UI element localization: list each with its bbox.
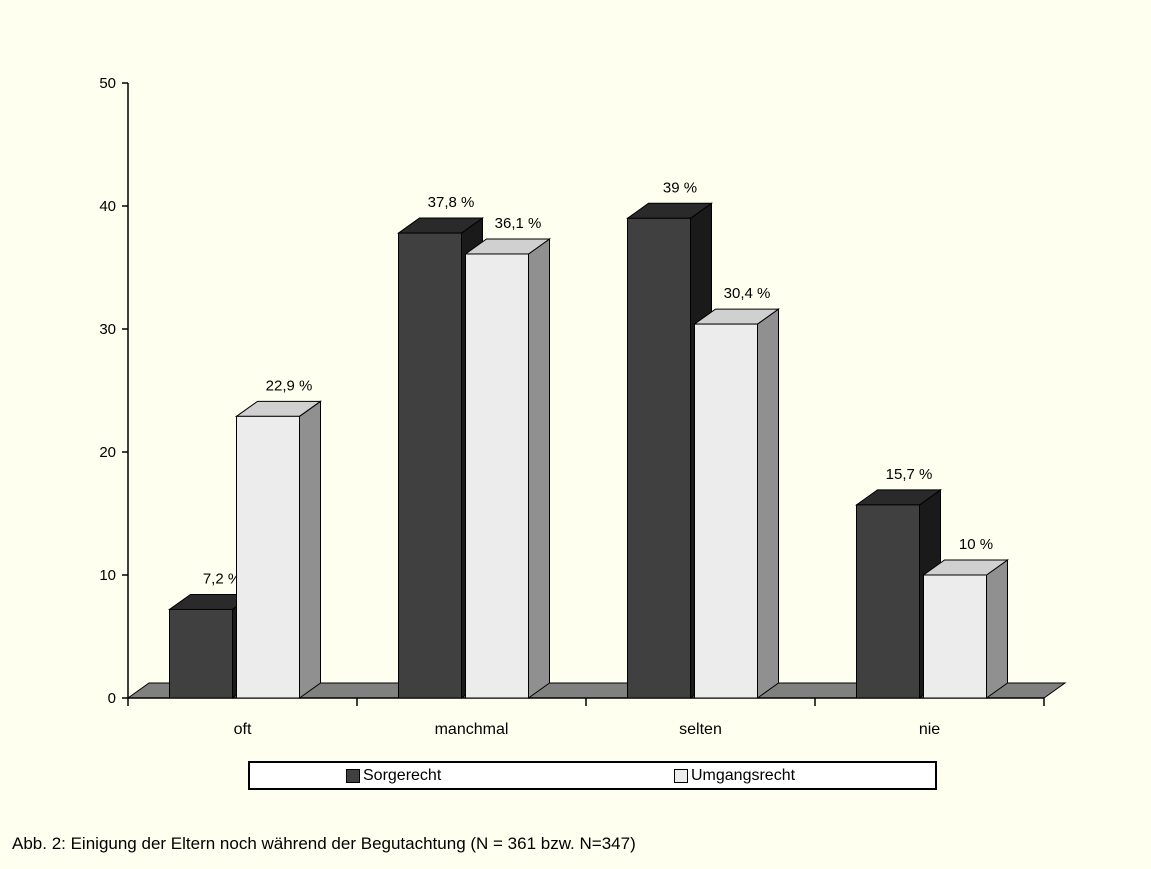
bar-umgangsrecht-selten	[692, 308, 781, 699]
data-label: 39 %	[663, 179, 697, 196]
data-label: 10 %	[959, 536, 993, 553]
legend-swatch-sorgerecht	[346, 769, 360, 783]
y-tick-label: 30	[99, 321, 116, 338]
data-label: 30,4 %	[724, 285, 771, 302]
y-tick-label: 0	[108, 690, 116, 707]
bar-side	[986, 559, 1008, 699]
data-label: 37,8 %	[428, 194, 475, 211]
bar-front	[694, 323, 758, 699]
x-category-label: oft	[234, 721, 252, 738]
legend-item-umgangsrecht: Umgangsrecht	[674, 767, 795, 785]
data-label: 15,7 %	[886, 466, 933, 483]
data-label: 36,1 %	[495, 215, 542, 232]
y-tick-label: 50	[99, 75, 116, 92]
data-label: 7,2 %	[203, 570, 241, 587]
y-tick-label: 10	[99, 567, 116, 584]
data-label: 22,9 %	[266, 377, 313, 394]
bar-front	[856, 504, 920, 699]
x-category-label: nie	[919, 721, 940, 738]
chart-legend: Sorgerecht Umgangsrecht	[248, 761, 937, 790]
legend-item-sorgerecht: Sorgerecht	[346, 767, 441, 785]
x-category-label: manchmal	[435, 721, 509, 738]
legend-label-sorgerecht: Sorgerecht	[363, 767, 442, 784]
x-category-label: selten	[679, 721, 722, 738]
bar-front	[236, 415, 300, 699]
bar-front	[169, 608, 233, 699]
bar-front	[627, 217, 691, 699]
bar-front	[465, 253, 529, 699]
bar-umgangsrecht-manchmal	[463, 237, 552, 699]
y-tick-label: 40	[99, 198, 116, 215]
bar-umgangsrecht-nie	[921, 559, 1010, 699]
legend-label-umgangsrecht: Umgangsrecht	[691, 767, 796, 784]
legend-swatch-umgangsrecht	[674, 769, 688, 783]
bar-side	[757, 308, 779, 699]
bar-side	[299, 400, 321, 699]
y-tick-label: 20	[99, 444, 116, 461]
bar-side	[528, 237, 550, 699]
bar-umgangsrecht-oft	[234, 400, 323, 699]
figure-caption: Abb. 2: Einigung der Eltern noch während…	[12, 834, 636, 853]
bar-front	[923, 574, 987, 699]
bar-front	[398, 232, 462, 699]
